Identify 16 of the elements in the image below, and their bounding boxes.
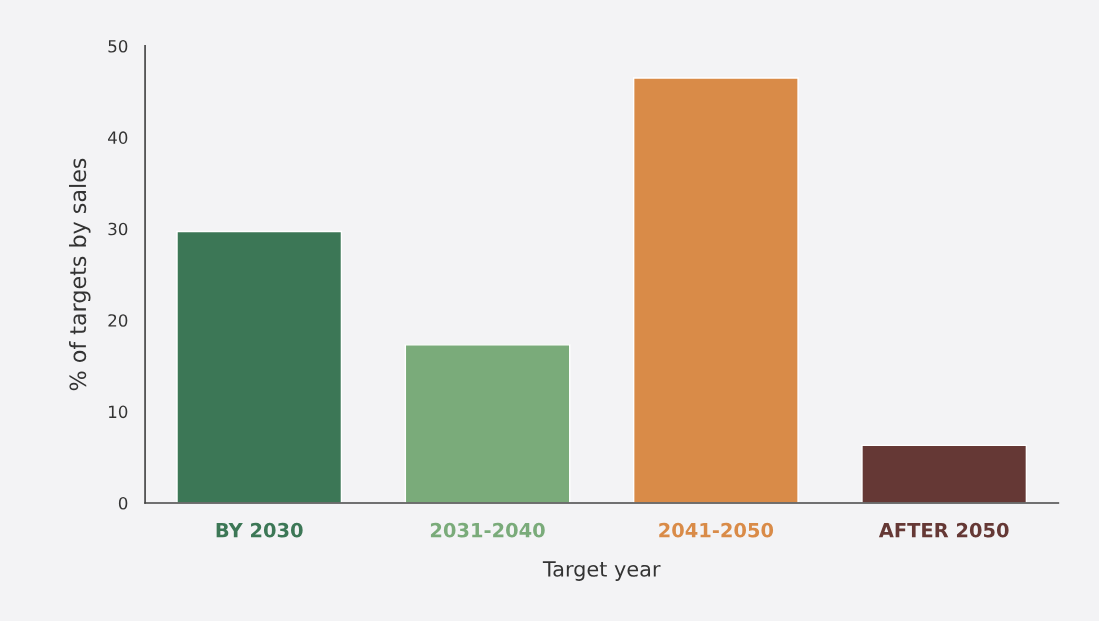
y-tick-label: 0 xyxy=(118,496,128,510)
y-tick-label: 10 xyxy=(109,405,128,419)
y-tick-label: 20 xyxy=(108,314,128,327)
bar xyxy=(861,444,1028,504)
bar xyxy=(176,230,343,504)
y-tick-label: 40 xyxy=(108,131,128,144)
x-axis-title: Target year xyxy=(542,561,661,581)
y-axis-title: % of targets by sales xyxy=(69,158,91,391)
y-tick-label: 30 xyxy=(108,222,128,236)
x-tick-label: 2031-2040 xyxy=(430,522,545,538)
bar xyxy=(632,77,799,504)
x-tick-label: BY 2030 xyxy=(216,522,303,538)
x-tick-label: 2041-2050 xyxy=(659,522,774,538)
x-tick-label: AFTER 2050 xyxy=(878,522,1009,538)
bar xyxy=(404,344,571,504)
y-tick-label: 50 xyxy=(108,39,128,53)
